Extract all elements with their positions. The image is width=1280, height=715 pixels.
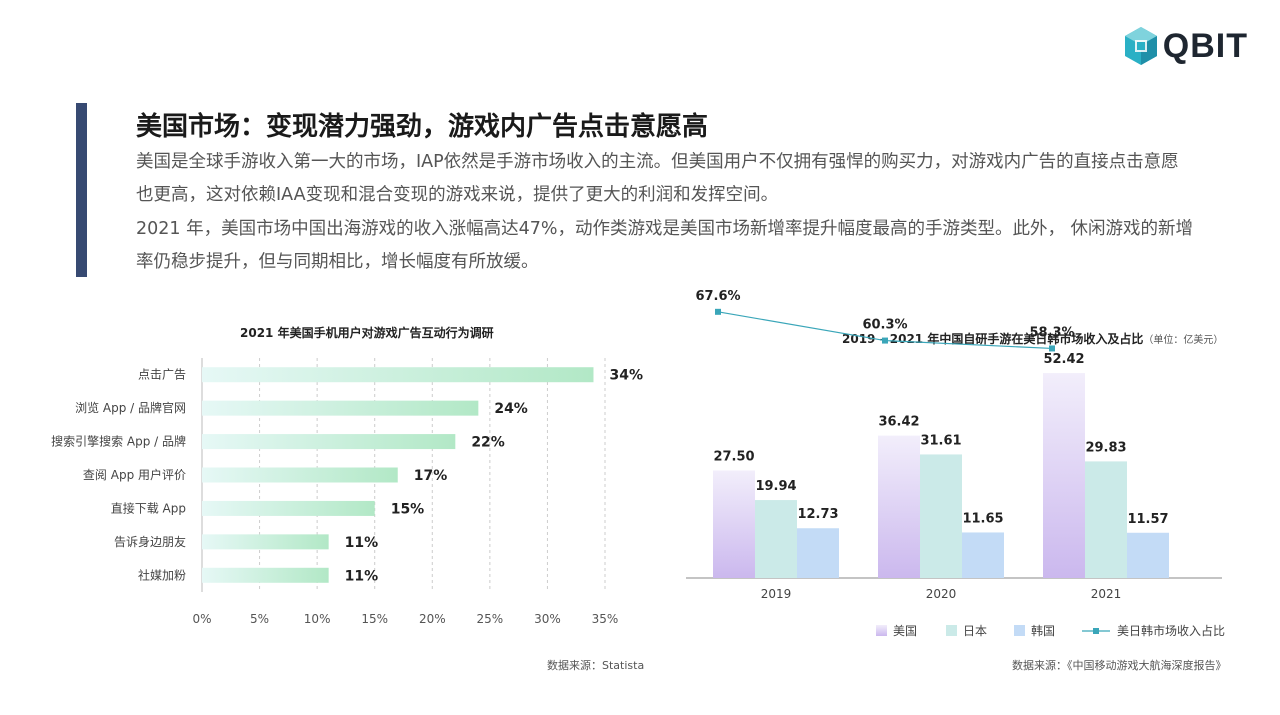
intro-paragraph-2: 2021 年，美国市场中国出海游戏的收入涨幅高达47%，动作类游戏是美国市场新增… <box>136 219 1194 272</box>
chart2-legend-label: 日本 <box>963 624 987 638</box>
chart1-value-label: 11% <box>345 568 379 584</box>
chart2-bar-label: 52.42 <box>1043 352 1084 367</box>
chart1-tick-label: 30% <box>534 612 561 626</box>
chart1-value-label: 34% <box>609 368 643 384</box>
chart2-year-label: 2020 <box>926 587 957 601</box>
chart1-title: 2021 年美国手机用户对游戏广告互动行为调研 <box>240 326 494 340</box>
chart1-tick-label: 20% <box>419 612 446 626</box>
chart1-value-label: 15% <box>391 501 425 517</box>
chart2-legend-swatch <box>946 625 957 636</box>
chart2-bar-label: 11.57 <box>1127 512 1168 527</box>
chart1-bar <box>202 467 398 483</box>
chart1-tick-label: 0% <box>192 612 211 626</box>
chart2-bar <box>1043 373 1085 578</box>
chart2-bar-label: 27.50 <box>713 450 754 465</box>
chart1-tick-label: 35% <box>592 612 619 626</box>
chart2-line-label: 67.6% <box>695 289 740 304</box>
chart1-category-label: 搜索引擎搜索 App / 品牌 <box>51 434 186 449</box>
chart1-bar <box>202 367 594 383</box>
chart2-legend-label: 韩国 <box>1031 623 1055 638</box>
chart1-value-label: 22% <box>471 435 505 451</box>
chart1-value-label: 11% <box>345 535 379 551</box>
chart2-source: 数据来源：《中国移动游戏大航海深度报告》 <box>1012 659 1227 672</box>
chart1-category-label: 查阅 App 用户评价 <box>83 467 186 482</box>
chart2-legend-swatch <box>876 625 887 636</box>
chart2-legend-label: 美国 <box>893 624 917 638</box>
chart1-tick-label: 15% <box>361 612 388 626</box>
chart2-legend-marker <box>1093 628 1099 634</box>
chart2-legend-swatch <box>1014 625 1025 636</box>
chart1-category-label: 直接下载 App <box>111 500 186 515</box>
chart1-bar <box>202 400 479 416</box>
chart2-line-label: 60.3% <box>862 318 907 333</box>
chart2-bar <box>962 532 1004 578</box>
chart1-category-label: 浏览 App / 品牌官网 <box>75 400 186 415</box>
title-accent-bar <box>76 103 87 277</box>
chart2-bar <box>713 470 755 578</box>
chart2-bar <box>755 500 797 578</box>
chart2-bar <box>1127 532 1169 578</box>
chart2-bar-label: 36.42 <box>878 415 919 430</box>
chart2-legend-label: 美日韩市场收入占比 <box>1117 623 1225 638</box>
chart2-bar-label: 19.94 <box>755 479 796 494</box>
intro-paragraph-1: 美国是全球手游收入第一大的市场，IAP依然是手游市场收入的主流。但美国用户不仅拥… <box>136 152 1179 205</box>
chart2-bar <box>1085 461 1127 578</box>
chart2-bar <box>920 454 962 578</box>
chart2-bar-label: 31.61 <box>920 433 961 448</box>
chart2-bar <box>797 528 839 578</box>
chart2-line-point <box>715 308 721 315</box>
chart1-bar <box>202 500 375 516</box>
chart1-bar <box>202 534 329 550</box>
chart2-bar-label: 29.83 <box>1085 440 1126 455</box>
chart1-category-label: 告诉身边朋友 <box>114 534 186 549</box>
chart2-bar <box>878 435 920 578</box>
qbit-logo: QBIT <box>1123 26 1248 66</box>
chart2-line-label: 58.3% <box>1029 325 1074 340</box>
chart2-bar-label: 12.73 <box>797 507 838 522</box>
chart1-tick-label: 10% <box>304 612 331 626</box>
chart2-year-label: 2019 <box>761 587 792 601</box>
chart1-value-label: 24% <box>494 401 528 417</box>
chart1-tick-label: 25% <box>477 612 504 626</box>
chart2-line-point <box>882 337 888 344</box>
chart2-bar-label: 11.65 <box>962 511 1003 526</box>
logo-text: QBIT <box>1162 26 1248 65</box>
chart2-line-point <box>1049 345 1055 352</box>
cube-logo-icon <box>1124 27 1157 65</box>
chart1-category-label: 点击广告 <box>138 368 186 382</box>
chart2-unit: （单位：亿美元） <box>1143 335 1224 346</box>
chart1-source: 数据来源：Statista <box>547 659 645 672</box>
page-title: 美国市场：变现潜力强劲，游戏内广告点击意愿高 <box>136 112 709 142</box>
chart1-tick-label: 5% <box>250 612 269 626</box>
chart1-bar <box>202 434 456 450</box>
chart1-bar <box>202 567 329 583</box>
chart2-year-label: 2021 <box>1091 587 1122 601</box>
chart1-value-label: 17% <box>414 468 448 484</box>
chart1-category-label: 社媒加粉 <box>138 567 186 582</box>
